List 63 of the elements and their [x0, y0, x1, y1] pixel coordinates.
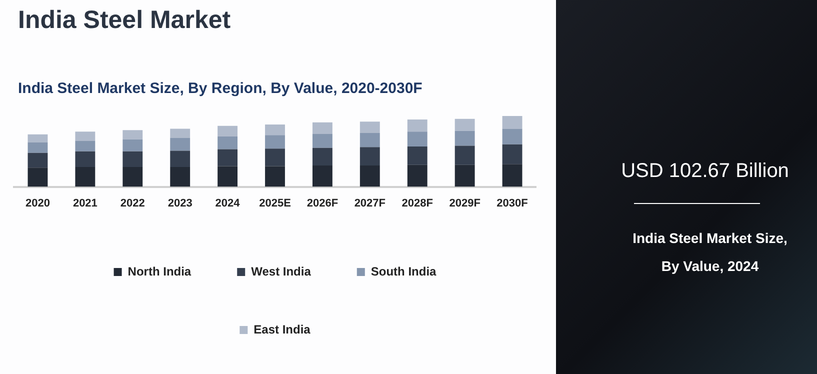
bar [454, 118, 475, 131]
bar [312, 134, 332, 148]
bar [265, 124, 285, 136]
bar [122, 166, 143, 187]
chart-title: India Steel Market [18, 6, 231, 35]
bar [454, 164, 475, 187]
bar [218, 126, 238, 137]
bar [218, 136, 238, 150]
bar [122, 130, 143, 140]
bar [502, 164, 522, 187]
bar [75, 166, 96, 187]
x-tick-label: 2021 [72, 197, 98, 210]
bar [28, 152, 48, 168]
bar [502, 116, 522, 129]
bar [360, 122, 380, 133]
bar [218, 149, 238, 166]
bar [502, 144, 522, 164]
x-tick-label: 2025E [259, 197, 291, 210]
bar [407, 164, 428, 187]
x-tick-label: 2020 [25, 197, 50, 210]
bar [265, 135, 285, 149]
bar [75, 151, 96, 167]
bar [265, 148, 285, 166]
bar [75, 132, 96, 141]
bar [28, 168, 48, 187]
bar [265, 166, 285, 187]
text: India Steel Market Size, By Value, 2024 [632, 229, 788, 276]
bar [360, 132, 380, 148]
bar [407, 132, 428, 146]
bar [75, 140, 96, 152]
x-tick-label: 2030F [496, 197, 528, 210]
x-tick-label: 2023 [168, 197, 192, 210]
chart-subtitle: India Steel Market Size, By Region, By Value, 2020-2030F [18, 80, 422, 97]
legend-label: South India [370, 264, 437, 278]
x-tick-label: 2024 [215, 197, 241, 210]
bar [454, 146, 475, 165]
bar [28, 134, 48, 142]
legend-label: West India [251, 264, 312, 278]
bar [360, 166, 380, 187]
legend-label: East India [254, 322, 311, 336]
bar [122, 139, 143, 152]
bar [170, 128, 190, 138]
text: USD 102.67 Billion [620, 160, 790, 183]
bar [312, 122, 332, 134]
x-tick-label: 2026F [306, 197, 338, 210]
bar [502, 128, 522, 144]
x-tick-label: 2029F [449, 197, 481, 210]
x-tick-label: 2022 [120, 197, 145, 210]
bar [170, 138, 190, 151]
bar [170, 166, 190, 187]
bar [454, 130, 475, 146]
bar [312, 166, 332, 187]
bar [122, 151, 143, 167]
bar [360, 147, 380, 166]
bar [28, 142, 48, 153]
bar [407, 120, 428, 132]
x-tick-label: 2028F [402, 197, 434, 210]
bar [407, 146, 428, 165]
x-tick-label: 2027F [354, 197, 386, 210]
bar [312, 148, 332, 166]
bar [170, 150, 190, 167]
bar [218, 166, 238, 187]
legend-label: North India [128, 264, 192, 278]
